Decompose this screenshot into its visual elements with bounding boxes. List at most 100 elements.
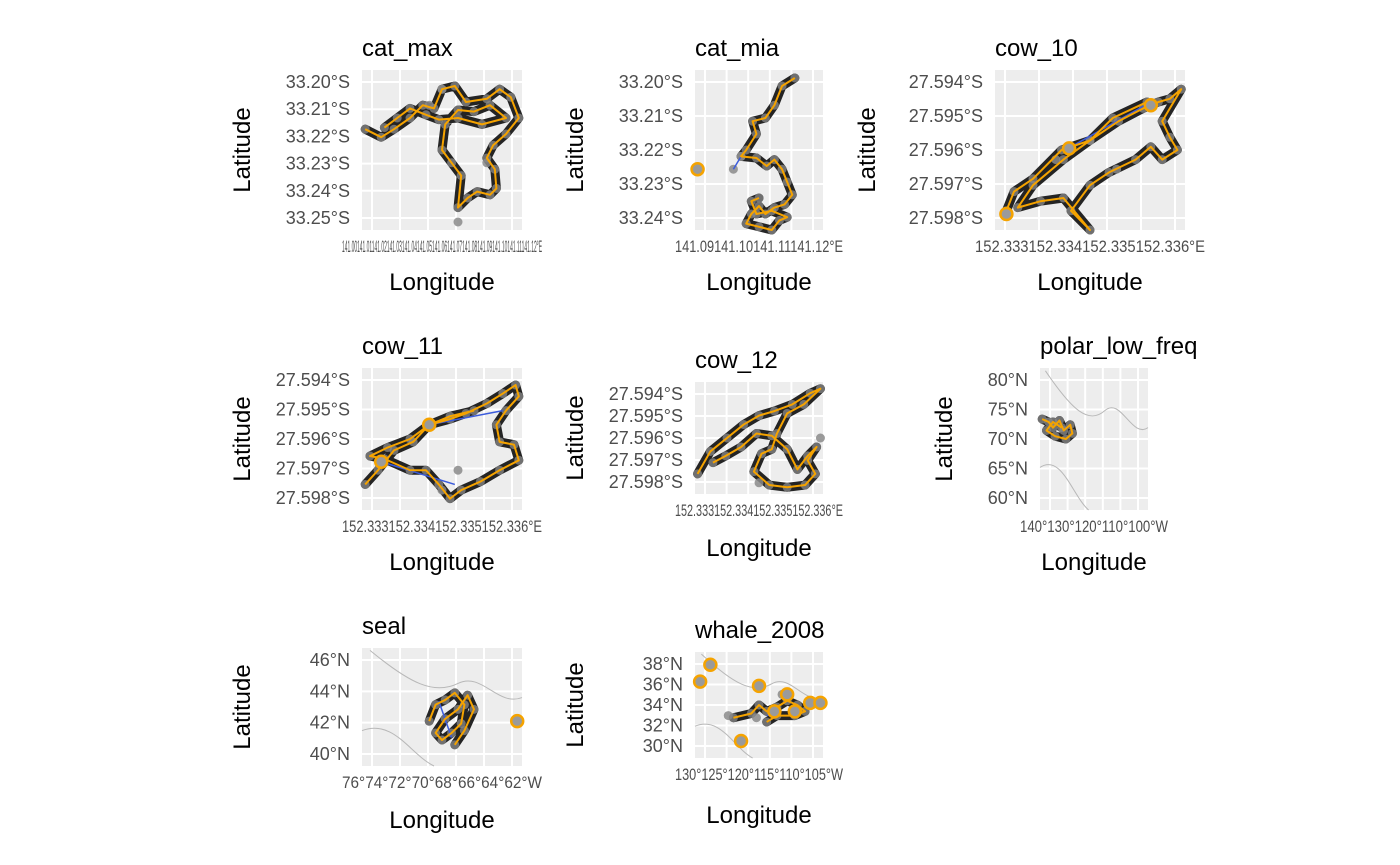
x-tick-labels: 140°130°120°110°100°W [1020,517,1168,536]
x-tick-labels: 152.333152.334152.335152.336°E [675,501,843,520]
location-marker [813,695,828,711]
y-tick-label: 33.24°S [619,208,683,228]
y-tick-label: 33.25°S [286,208,350,228]
location-marker [1143,97,1159,113]
y-tick-label: 70°N [988,429,1028,449]
y-tick-label: 27.598°S [276,488,350,508]
x-axis-title: Longitude [706,802,811,829]
y-tick-label: 33.20°S [286,72,350,92]
track-line [364,85,520,209]
panel-cow_12: cow_12 27.594°S27.595°S27.596°S27.597°S27… [562,347,843,562]
location-marker [373,454,389,469]
y-axis-title: Latitude [854,107,881,192]
panel-cow_11: cow_11 27.594°S 27.595°S 27.596°S 27.597°S 27… [229,333,542,576]
y-tick-label: 33.23°S [619,174,683,194]
x-axis-title: Longitude [706,535,811,562]
location-marker [779,687,795,702]
y-tick-label: 27.596°S [909,140,983,160]
coastline [361,727,435,767]
x-tick-labels: 152.333152.334152.335152.336°E [342,517,542,536]
y-tick-label: 27.598°S [609,472,683,492]
y-axis-title: Latitude [562,395,589,480]
y-tick-label: 30°N [643,736,683,756]
y-axis-title: Latitude [562,107,589,192]
panel-background [362,648,522,766]
x-tick-labels: 76°74°72°70°68°66°64°62°W [342,773,542,792]
location-marker [703,657,718,672]
panel-title: cow_10 [995,35,1078,62]
location-marker [999,206,1014,222]
panel-cow_10: cow_10 27.594°S 27.595°S 27.596°S 27.597°S 27… [854,35,1205,296]
panel-title: polar_low_freq [1040,333,1197,360]
location-marker [1061,141,1077,156]
y-axis-title: Latitude [229,107,256,192]
y-tick-label: 33.24°S [286,181,350,201]
x-axis-title: Longitude [1037,269,1142,296]
coastline [1044,370,1149,431]
y-tick-label: 27.596°S [609,428,683,448]
outlier-point [723,711,733,721]
y-tick-label: 36°N [643,675,683,695]
x-tick-labels: 152.333152.334152.335152.336°E [975,237,1205,256]
y-tick-label: 32°N [643,716,683,736]
y-tick-label: 33.22°S [619,140,683,160]
location-marker [690,161,705,177]
y-tick-label: 33.21°S [619,106,683,126]
y-tick-label: 27.597°S [909,174,983,194]
track-line [696,387,822,489]
coastline [1039,464,1089,511]
location-marker [767,704,782,719]
panel-cat_max: cat_max 33.20°S 33.21°S 33.22°S 33.23°S 33.24… [229,35,542,296]
location-marker [787,704,803,719]
y-tick-label: 38°N [643,654,683,674]
y-tick-label: 27.597°S [276,459,350,479]
location-marker [421,417,437,433]
y-tick-label: 46°N [310,650,350,670]
outlier-point [754,478,764,488]
panel-title: whale_2008 [694,617,824,644]
coastline [369,649,523,700]
y-tick-label: 42°N [310,713,350,733]
location-marker [733,733,749,749]
y-tick-label: 60°N [988,488,1028,508]
y-tick-label: 33.23°S [286,154,350,174]
interpolated-segment [1070,101,1152,148]
x-axis-title: Longitude [389,269,494,296]
interpolated-segment [732,156,742,170]
x-axis-title: Longitude [1041,549,1146,576]
x-axis-title: Longitude [706,269,811,296]
panel-polar_low_freq: polar_low_freq 80°N 75°N 70°N 65°N 60°N 140°13… [931,333,1197,576]
y-tick-label: 27.594°S [609,384,683,404]
outlier-point [751,713,761,723]
y-tick-label: 27.595°S [609,406,683,426]
outlier-point [453,217,463,227]
location-marker [509,713,525,729]
panel-title: cat_mia [695,35,780,62]
y-axis-title: Latitude [931,396,958,481]
x-tick-labels: 141.00141.01141.02141.03141.04141.05141.… [342,237,542,256]
y-tick-label: 65°N [988,459,1028,479]
location-marker [751,678,767,694]
panel-title: cow_12 [695,347,778,374]
y-tick-label: 33.20°S [619,72,683,92]
track-line [428,691,475,746]
y-tick-label: 33.21°S [286,99,350,119]
x-axis-title: Longitude [389,549,494,576]
track-line [740,77,796,231]
panel-title: seal [362,613,406,640]
x-axis-title: Longitude [389,807,494,834]
track-line [1041,418,1074,440]
panel-title: cat_max [362,35,453,62]
outlier-point [815,433,825,443]
interpolated-segment [380,461,456,486]
y-tick-label: 40°N [310,744,350,764]
y-tick-label: 27.598°S [909,208,983,228]
coastline [701,653,824,699]
coastline [694,723,753,759]
y-tick-label: 27.595°S [276,400,350,420]
y-tick-label: 80°N [988,370,1028,390]
y-tick-label: 75°N [988,400,1028,420]
y-tick-label: 27.595°S [909,106,983,126]
y-tick-label: 27.594°S [276,370,350,390]
